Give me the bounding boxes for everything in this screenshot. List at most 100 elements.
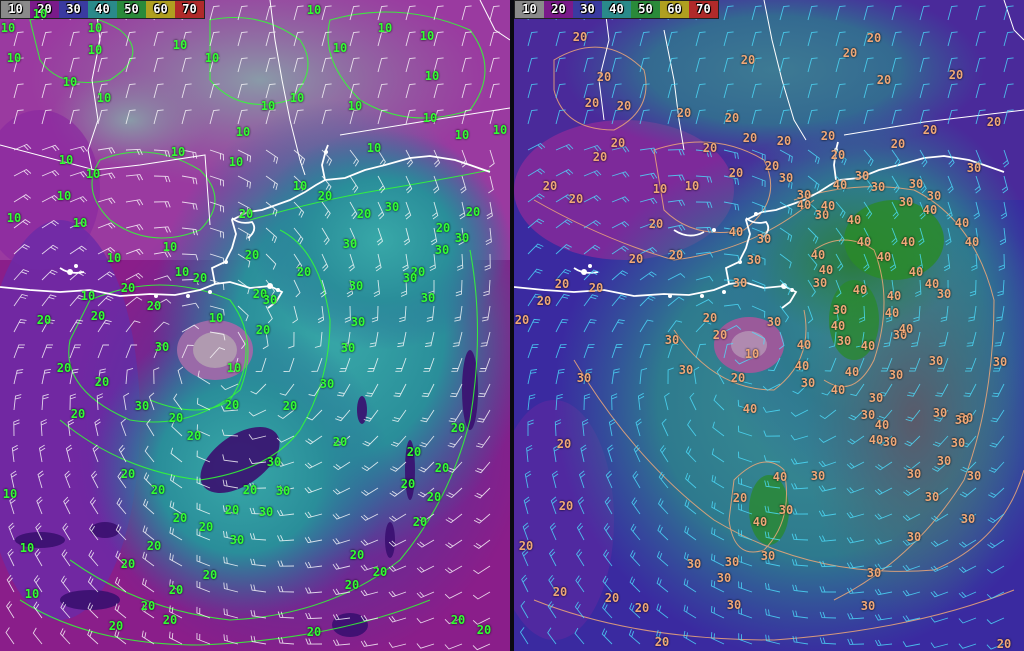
wind-barb <box>975 149 982 168</box>
contour-label: 10 <box>56 189 72 203</box>
wind-barb <box>265 227 278 243</box>
wind-barb <box>835 253 844 272</box>
wind-barb <box>196 476 211 489</box>
wind-barb <box>69 171 88 178</box>
colorbar-tick: 40 <box>95 2 110 16</box>
wind-barb <box>807 175 820 191</box>
contour-label: 30 <box>954 413 970 427</box>
wind-barb <box>993 357 1005 372</box>
wind-barb <box>265 31 276 47</box>
wind-barb <box>416 565 435 573</box>
wind-barb <box>683 604 697 619</box>
contour-label: 20 <box>238 207 254 221</box>
wind-barb <box>639 367 648 385</box>
wind-barb <box>961 435 977 448</box>
wind-barb <box>41 368 51 385</box>
wind-barb <box>169 579 183 593</box>
wind-barb <box>751 109 762 125</box>
contour-label: 20 <box>150 483 166 497</box>
contour-label: 30 <box>932 406 948 420</box>
wind-barb <box>221 405 239 412</box>
wind-barb <box>947 109 958 125</box>
contour-label: 30 <box>726 598 742 612</box>
wind-barb <box>153 175 171 183</box>
wind-barb <box>265 201 278 217</box>
wind-barb <box>667 199 686 207</box>
wind-barb <box>711 501 725 515</box>
contour-label: 30 <box>898 195 914 209</box>
wind-barb <box>902 564 921 572</box>
contour-label: 20 <box>450 421 466 435</box>
wind-barb <box>611 270 629 281</box>
wind-barb <box>403 227 411 246</box>
wind-barb <box>458 227 465 246</box>
wind-barb <box>639 57 650 73</box>
wind-barb <box>919 31 930 47</box>
contour-label: 10 <box>72 216 88 230</box>
contour-label: 10 <box>684 179 700 193</box>
wind-barb <box>667 296 685 307</box>
contour-label: 20 <box>120 281 136 295</box>
wind-barb <box>667 224 686 231</box>
contour-label: 20 <box>400 477 416 491</box>
wind-barb <box>342 331 351 348</box>
wind-barb <box>835 109 846 125</box>
wind-barb <box>209 279 225 291</box>
wind-barb <box>943 253 951 272</box>
wind-barb <box>320 279 327 298</box>
wind-barb <box>738 529 753 541</box>
wind-barb <box>41 219 59 229</box>
wind-barb <box>848 409 865 421</box>
wind-barb <box>305 435 323 445</box>
wind-barb <box>723 149 739 160</box>
wind-barb <box>69 196 88 203</box>
wind-barb <box>426 305 435 322</box>
wind-barb <box>209 57 220 73</box>
contour-label: 20 <box>518 539 534 553</box>
wind-barb <box>527 268 543 281</box>
wind-barb <box>444 565 463 574</box>
wind-barb <box>919 201 926 220</box>
wind-barb <box>765 608 781 619</box>
wind-barb <box>919 83 930 99</box>
wind-barb <box>995 305 1005 322</box>
wind-barb <box>416 643 435 649</box>
wind-barb <box>169 631 183 645</box>
wind-barb <box>764 531 781 541</box>
wind-barb <box>321 57 332 73</box>
wind-barb <box>779 253 792 269</box>
wind-barb <box>630 523 641 541</box>
contour-label: 40 <box>728 225 744 239</box>
wind-barb <box>891 175 900 193</box>
wind-barb <box>792 610 809 619</box>
wind-barb <box>483 279 491 297</box>
wind-barb <box>489 31 500 47</box>
wind-barb <box>639 109 650 125</box>
wind-barb <box>69 319 84 333</box>
contour-label: 30 <box>134 399 150 413</box>
wind-barb <box>444 591 463 599</box>
wind-barb <box>527 369 538 385</box>
wind-barb <box>710 632 725 645</box>
wind-barb <box>125 31 136 47</box>
wind-barb <box>125 148 143 156</box>
wind-barb <box>940 305 949 322</box>
wind-barb <box>791 559 809 567</box>
wind-barb <box>13 369 24 385</box>
wind-barb <box>449 383 463 398</box>
wind-barb <box>335 409 351 422</box>
wind-barb <box>601 628 613 645</box>
contour-label: 10 <box>204 51 220 65</box>
contour-label: 40 <box>820 199 836 213</box>
wind-barb <box>819 611 837 619</box>
wind-barb <box>69 220 88 229</box>
wind-barb <box>933 409 949 422</box>
wind-barb <box>237 331 246 349</box>
wind-barb <box>346 279 354 298</box>
contour-label: 20 <box>94 375 110 389</box>
wind-barb <box>968 305 977 322</box>
wind-barb <box>265 57 276 73</box>
contour-label: 20 <box>730 371 746 385</box>
wind-barb <box>907 383 921 397</box>
wind-barb <box>390 435 407 447</box>
